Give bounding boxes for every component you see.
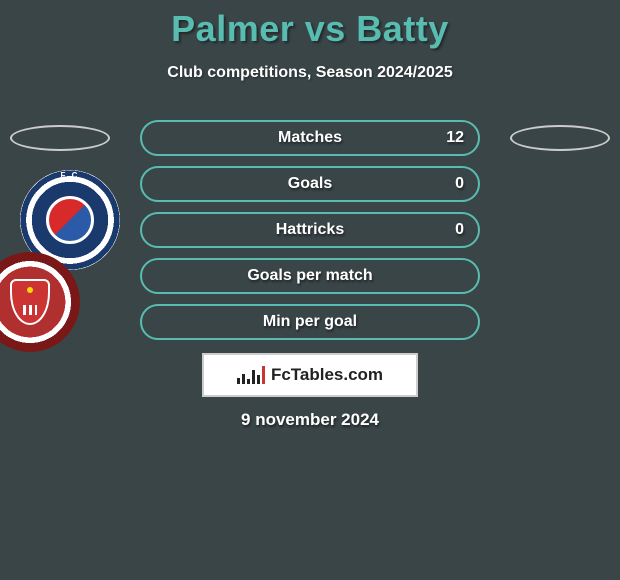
stat-label: Goals (288, 175, 332, 193)
stats-column: Matches 12 Goals 0 Hattricks 0 Goals per… (140, 120, 480, 350)
stat-row-goals-per-match: Goals per match (140, 258, 480, 294)
accrington-inner-shield (10, 279, 50, 325)
stat-right-value: 0 (455, 175, 464, 193)
watermark-bars-icon (237, 366, 265, 384)
left-player-placeholder (10, 125, 110, 151)
subtitle: Club competitions, Season 2024/2025 (0, 64, 620, 82)
stat-label: Min per goal (263, 313, 357, 331)
watermark-box: FcTables.com (202, 353, 418, 397)
watermark-brand-text: FcTables.com (271, 365, 383, 385)
stat-right-value: 12 (446, 129, 464, 147)
stat-label: Goals per match (247, 267, 372, 285)
stat-row-min-per-goal: Min per goal (140, 304, 480, 340)
date-text: 9 november 2024 (0, 410, 620, 430)
chesterfield-inner-shield (46, 196, 94, 244)
right-player-placeholder (510, 125, 610, 151)
stat-label: Hattricks (276, 221, 344, 239)
page-title: Palmer vs Batty (0, 0, 620, 50)
stat-row-hattricks: Hattricks 0 (140, 212, 480, 248)
stat-row-goals: Goals 0 (140, 166, 480, 202)
stat-label: Matches (278, 129, 342, 147)
stat-row-matches: Matches 12 (140, 120, 480, 156)
stat-right-value: 0 (455, 221, 464, 239)
